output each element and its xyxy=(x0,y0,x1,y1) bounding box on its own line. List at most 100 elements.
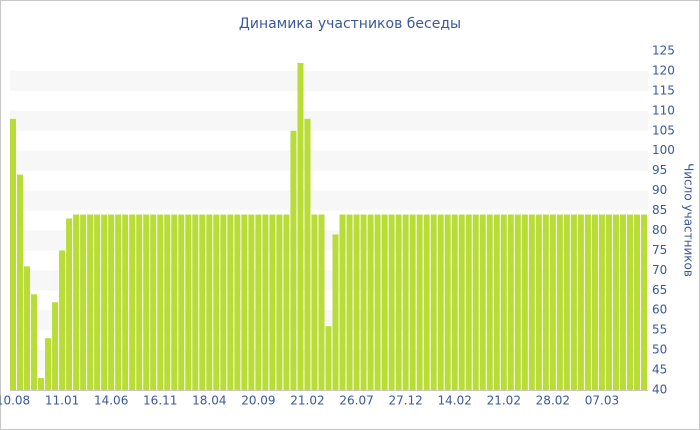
y-tick-label: 45 xyxy=(652,363,667,377)
bar xyxy=(255,214,262,390)
x-tick-label: 11.01 xyxy=(45,394,79,408)
bar xyxy=(465,214,472,390)
bar xyxy=(486,214,493,390)
y-tick-label: 90 xyxy=(652,183,667,197)
y-tick-label: 65 xyxy=(652,283,667,297)
bar xyxy=(395,214,402,390)
bar xyxy=(283,214,290,390)
bar xyxy=(570,214,577,390)
bar xyxy=(640,214,647,390)
bar xyxy=(325,326,332,390)
y-tick-label: 100 xyxy=(652,143,675,157)
bar xyxy=(430,214,437,390)
x-tick-label: 21.02 xyxy=(487,394,521,408)
bar xyxy=(514,214,521,390)
x-tick-label: 07.03 xyxy=(585,394,619,408)
bar xyxy=(360,214,367,390)
grid-band xyxy=(10,70,648,91)
bar xyxy=(59,250,66,390)
bar xyxy=(24,266,31,390)
bar xyxy=(339,214,346,390)
bar xyxy=(479,214,486,390)
bar xyxy=(178,214,185,390)
bar xyxy=(150,214,157,390)
bar xyxy=(605,214,612,390)
bar xyxy=(10,118,17,391)
y-tick-label: 85 xyxy=(652,203,667,217)
bar xyxy=(17,174,24,390)
y-tick-label: 50 xyxy=(652,343,667,357)
bar xyxy=(367,214,374,390)
bar xyxy=(234,214,241,390)
y-tick-label: 120 xyxy=(652,63,675,77)
bar xyxy=(402,214,409,390)
bar xyxy=(598,214,605,390)
bar xyxy=(451,214,458,390)
x-tick-label: 14.02 xyxy=(438,394,472,408)
bar xyxy=(542,214,549,390)
bar xyxy=(136,214,143,390)
bar xyxy=(563,214,570,390)
bar xyxy=(94,214,101,390)
bar xyxy=(87,214,94,390)
y-tick-label: 40 xyxy=(652,383,667,397)
grid-band xyxy=(10,110,648,131)
x-tick-label: 26.07 xyxy=(339,394,373,408)
y-tick-label: 80 xyxy=(652,223,667,237)
x-tick-label: 27.12 xyxy=(388,394,422,408)
bar xyxy=(220,214,227,390)
bar xyxy=(619,214,626,390)
bar xyxy=(584,214,591,390)
bar xyxy=(66,218,73,390)
y-tick-label: 70 xyxy=(652,263,667,277)
bar xyxy=(353,214,360,390)
bar xyxy=(591,214,598,390)
y-tick-label: 95 xyxy=(652,163,667,177)
bar xyxy=(262,214,269,390)
bar xyxy=(199,214,206,390)
y-tick-label: 115 xyxy=(652,83,675,97)
bar xyxy=(276,214,283,390)
bar xyxy=(304,118,311,391)
bar xyxy=(374,214,381,390)
bar xyxy=(528,214,535,390)
y-tick-label: 60 xyxy=(652,303,667,317)
grid-band xyxy=(10,150,648,171)
bar xyxy=(381,214,388,390)
x-tick-label: 14.06 xyxy=(94,394,128,408)
bar xyxy=(332,234,339,390)
bar xyxy=(122,214,129,390)
bar xyxy=(164,214,171,390)
bar xyxy=(38,378,45,390)
bar xyxy=(248,214,255,390)
bar xyxy=(437,214,444,390)
y-tick-label: 110 xyxy=(652,103,675,117)
chart-title: Динамика участников беседы xyxy=(239,16,461,32)
x-tick-label: 10.08 xyxy=(0,394,30,408)
bar xyxy=(73,214,80,390)
x-tick-label: 16.11 xyxy=(143,394,177,408)
x-tick-label: 28.02 xyxy=(536,394,570,408)
bar xyxy=(171,214,178,390)
bar xyxy=(52,302,59,390)
y-tick-label: 125 xyxy=(652,44,675,58)
bar xyxy=(101,214,108,390)
bar xyxy=(626,214,633,390)
y-axis-title: Число участников xyxy=(682,163,696,277)
bar xyxy=(227,214,234,390)
y-tick-label: 55 xyxy=(652,323,667,337)
bar xyxy=(346,214,353,390)
bar xyxy=(143,214,150,390)
y-tick-label: 105 xyxy=(652,123,675,137)
bar xyxy=(444,214,451,390)
bar xyxy=(108,214,115,390)
bar xyxy=(185,214,192,390)
bar xyxy=(269,214,276,390)
bar xyxy=(458,214,465,390)
bar xyxy=(192,214,199,390)
grid-band xyxy=(10,190,648,211)
bar xyxy=(318,214,325,390)
bar xyxy=(633,214,640,390)
bar xyxy=(45,338,52,390)
bar xyxy=(213,214,220,390)
